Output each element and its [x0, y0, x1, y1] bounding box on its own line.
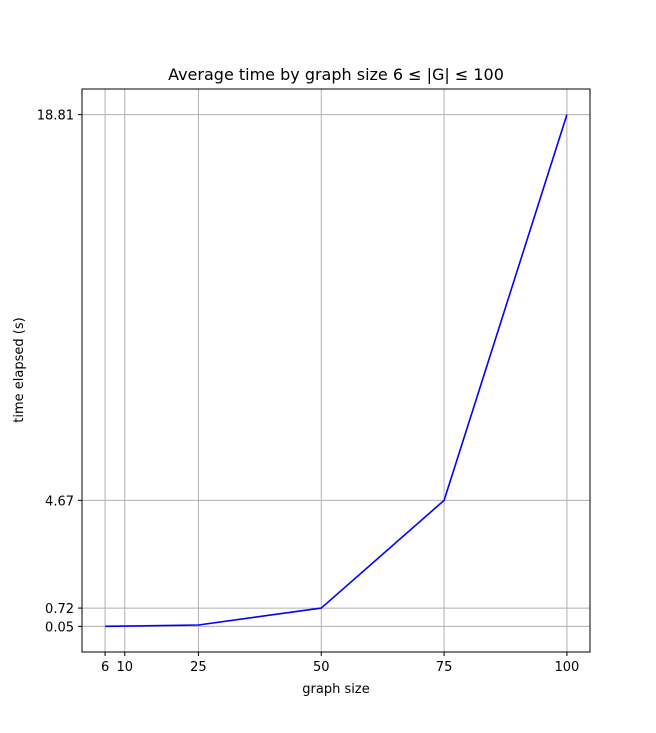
x-axis-label: graph size	[302, 682, 369, 697]
grid	[82, 89, 590, 652]
x-tick-label: 6	[101, 660, 109, 675]
axis-ticks: 6 10 25 50 75 100 0.05 0.72 4.67 18.81	[37, 109, 580, 675]
x-tick-label: 50	[313, 660, 330, 675]
y-tick-label: 4.67	[45, 494, 74, 509]
x-tick-label: 75	[436, 660, 453, 675]
series-line	[105, 114, 568, 628]
chart-title: Average time by graph size 6 ≤ |G| ≤ 100	[168, 65, 504, 84]
series-layer	[105, 114, 568, 628]
y-tick-label: 0.72	[45, 602, 74, 617]
y-tick-label: 18.81	[37, 109, 74, 124]
x-tick-label: 10	[116, 660, 133, 675]
x-tick-label: 25	[190, 660, 207, 675]
y-tick-label: 0.05	[45, 620, 74, 635]
x-tick-label: 100	[554, 660, 579, 675]
plot-area-frame	[81, 88, 591, 653]
y-axis-label: time elapsed (s)	[12, 317, 27, 422]
